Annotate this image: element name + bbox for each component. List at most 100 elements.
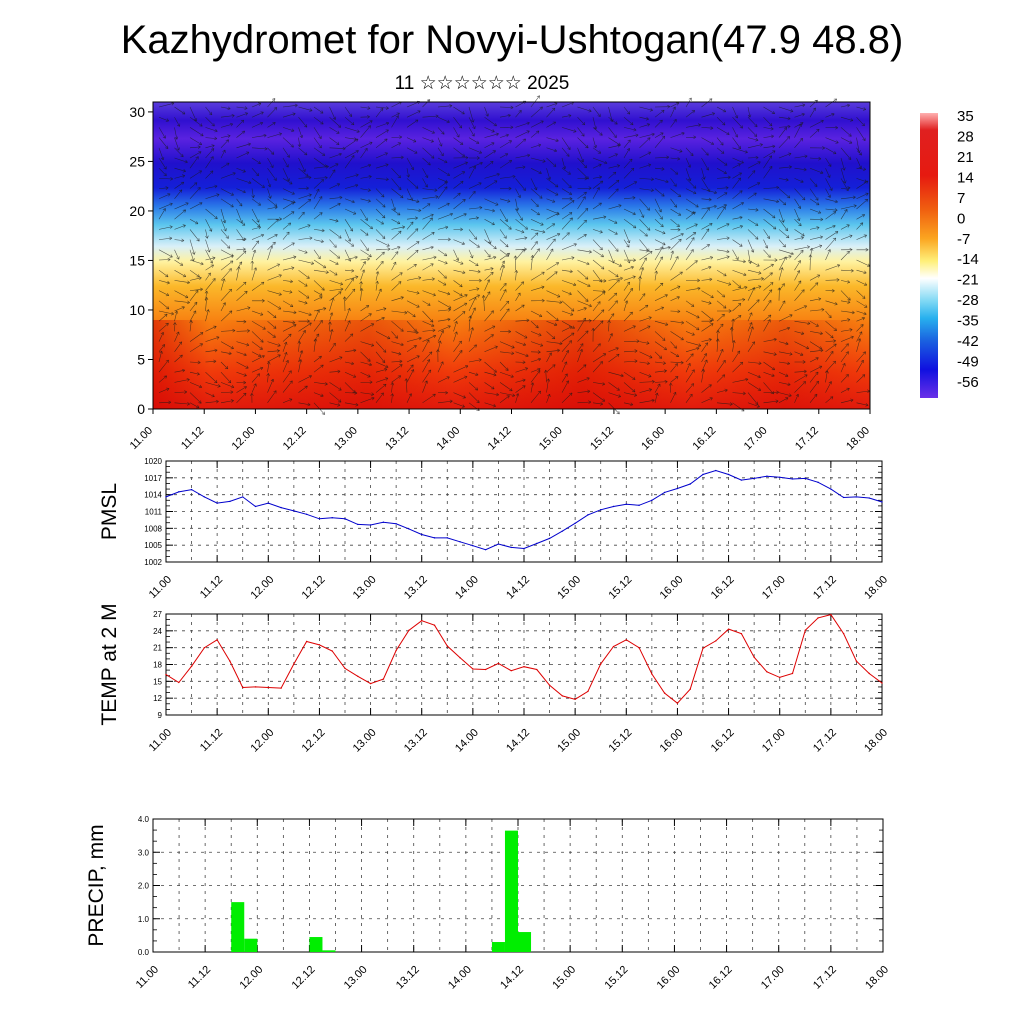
- y-tick-label: 2.0: [138, 882, 150, 891]
- colorbar: 35 28 21 14 7 0 -7 -14 -21 -28 -35 -42 -49 -56: [920, 108, 979, 398]
- x-tick-label: 13.00: [342, 964, 370, 992]
- x-tick-label: 11.12: [186, 964, 213, 991]
- heatmap-x-axis: 11.00 11.12 12.00 12.12 13.00 13.12 14.00 14.12…: [128, 409, 872, 453]
- colorbar-label: 7: [957, 190, 965, 207]
- data-point: [229, 500, 231, 503]
- data-point: [421, 620, 423, 622]
- colorbar-label: 35: [957, 108, 974, 125]
- colorbar-label: -56: [957, 374, 979, 391]
- data-point: [484, 668, 487, 671]
- data-point: [459, 657, 461, 659]
- x-tick-label: 12.12: [290, 964, 318, 992]
- x-tick-label: 11.00: [134, 964, 161, 991]
- x-tick-label: 17.12: [811, 727, 839, 755]
- colorbar-label: 14: [957, 169, 974, 186]
- heatmap-x-tick-label: 16.12: [691, 425, 719, 453]
- precip-bar: [309, 937, 323, 952]
- heatmap-x-tick-label: 14.12: [486, 425, 514, 453]
- data-point: [830, 613, 832, 616]
- colorbar-label: -35: [957, 313, 979, 330]
- y-tick-label: 24: [153, 627, 162, 636]
- x-tick-label: 16.12: [709, 727, 737, 755]
- x-tick-label: 17.00: [760, 574, 788, 602]
- data-point: [408, 629, 410, 631]
- data-point: [178, 681, 180, 684]
- heatmap-x-tick-label: 17.12: [793, 425, 821, 453]
- heatmap-y-tick-label: 25: [129, 153, 145, 169]
- data-point: [791, 478, 794, 480]
- data-point: [305, 640, 308, 643]
- data-point: [727, 473, 730, 476]
- heatmap-x-tick-label: 11.00: [128, 425, 155, 452]
- x-tick-label: 13.12: [394, 964, 422, 992]
- x-tick-label: 15.00: [555, 574, 583, 602]
- x-tick-label: 16.00: [658, 727, 686, 755]
- x-tick-label: 11.00: [147, 727, 174, 754]
- wind-vector-field: [158, 95, 871, 415]
- data-point: [293, 663, 295, 665]
- x-tick-label: 14.00: [453, 574, 481, 602]
- x-tick-label: 12.00: [248, 727, 276, 755]
- data-point: [331, 650, 333, 652]
- heatmap-x-tick-label: 13.12: [383, 425, 411, 453]
- data-point: [382, 678, 385, 680]
- x-tick-label: 14.12: [498, 964, 526, 992]
- data-point: [229, 660, 231, 662]
- x-tick-label: 16.12: [707, 964, 735, 992]
- data-point: [638, 504, 640, 507]
- series-line: [165, 614, 883, 704]
- data-point: [216, 639, 218, 641]
- colorbar-label: -21: [957, 272, 979, 289]
- data-point: [293, 510, 295, 512]
- y-tick-label: 1008: [144, 524, 162, 533]
- data-point: [766, 671, 768, 673]
- data-point: [868, 497, 870, 499]
- precip-panel: 0.0 1.0 2.0 3.0 4.0 11.00 11.12 12.00 12.12 13.00…: [85, 815, 891, 992]
- x-tick-label: 12.00: [237, 964, 265, 992]
- data-point: [715, 469, 717, 472]
- x-tick-label: 14.12: [504, 574, 532, 602]
- x-tick-label: 15.00: [550, 964, 578, 992]
- data-point: [574, 522, 576, 524]
- data-point: [727, 628, 730, 630]
- data-point: [165, 496, 167, 498]
- x-tick-label: 16.12: [709, 574, 737, 602]
- y-tick-label: 1.0: [138, 915, 150, 924]
- colorbar-label: 21: [957, 149, 974, 166]
- data-point: [702, 647, 704, 649]
- x-tick-label: 14.00: [453, 727, 481, 755]
- data-point: [254, 686, 257, 688]
- heatmap-x-tick-label: 12.00: [230, 425, 258, 453]
- data-point: [651, 499, 653, 501]
- data-point: [855, 496, 858, 498]
- data-point: [612, 505, 615, 508]
- data-point: [791, 672, 794, 675]
- colorbar-label: -49: [957, 354, 979, 371]
- x-tick-label: 12.00: [248, 574, 276, 602]
- y-axis-label: PRECIP, mm: [85, 824, 108, 946]
- precip-bar: [231, 902, 245, 952]
- data-point: [523, 547, 525, 550]
- data-point: [395, 523, 397, 525]
- y-tick-label: 1020: [144, 457, 162, 466]
- colorbar-label: -42: [957, 333, 979, 350]
- data-point: [612, 645, 615, 648]
- x-tick-label: 15.00: [555, 727, 583, 755]
- colorbar-label: -28: [957, 292, 979, 309]
- data-point: [280, 506, 282, 509]
- y-tick-label: 1017: [144, 474, 162, 483]
- data-point: [689, 688, 691, 690]
- data-point: [344, 667, 346, 670]
- data-point: [868, 672, 870, 675]
- heatmap-x-tick-label: 13.00: [332, 425, 360, 453]
- heatmap-x-tick-label: 18.00: [844, 425, 872, 453]
- data-point: [740, 632, 743, 635]
- data-point: [804, 477, 806, 480]
- x-tick-label: 17.00: [759, 964, 787, 992]
- colorbar-labels: 35 28 21 14 7 0 -7 -14 -21 -28 -35 -42 -49 -56: [957, 108, 979, 391]
- heatmap-y-tick-label: 0: [137, 401, 145, 417]
- x-tick-label: 12.12: [300, 574, 328, 602]
- chart-title: Kazhydromet for Novyi-Ushtogan(47.9 48.8…: [120, 18, 904, 62]
- data-point: [536, 542, 538, 545]
- data-point: [267, 502, 269, 504]
